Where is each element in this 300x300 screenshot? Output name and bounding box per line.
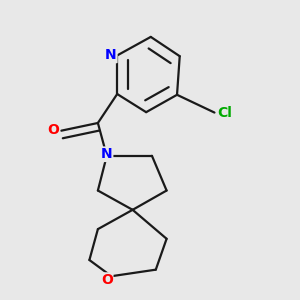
- Text: O: O: [48, 123, 59, 137]
- Text: Cl: Cl: [217, 106, 232, 120]
- Text: O: O: [101, 273, 113, 287]
- Text: N: N: [101, 147, 112, 161]
- Text: N: N: [105, 48, 117, 62]
